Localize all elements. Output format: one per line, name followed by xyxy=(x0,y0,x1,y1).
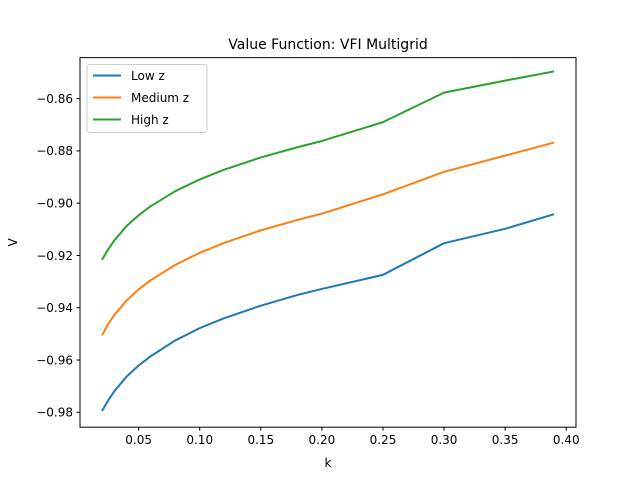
x-tick-label: 0.20 xyxy=(309,433,336,447)
x-axis-label: k xyxy=(325,456,332,470)
y-tick-label: −0.86 xyxy=(36,92,73,106)
y-tick-label: −0.88 xyxy=(36,144,73,158)
x-tick-label: 0.05 xyxy=(125,433,152,447)
legend-label-0: Low z xyxy=(131,69,165,83)
y-tick-label: −0.94 xyxy=(36,301,73,315)
y-axis: −0.98 −0.96 −0.94 −0.92 −0.90 −0.88 −0.86 xyxy=(36,92,80,420)
series-line-0 xyxy=(101,213,555,412)
y-tick-label: −0.90 xyxy=(36,196,73,210)
x-tick-label: 0.15 xyxy=(247,433,274,447)
plot-frame xyxy=(79,57,577,428)
series-line-2 xyxy=(101,70,555,261)
x-tick-label: 0.35 xyxy=(492,433,519,447)
legend-box xyxy=(86,64,208,133)
series-layer xyxy=(101,70,555,412)
chart-title: Value Function: VFI Multigrid xyxy=(228,37,427,53)
x-tick-label: 0.10 xyxy=(186,433,213,447)
series-line-1 xyxy=(101,141,555,336)
x-tick-label: 0.30 xyxy=(431,433,458,447)
y-tick-label: −0.98 xyxy=(36,406,73,420)
y-axis-label: V xyxy=(6,238,20,247)
y-tick-label: −0.92 xyxy=(36,249,73,263)
legend: Low z Medium z High z xyxy=(86,64,208,133)
x-tick-label: 0.25 xyxy=(370,433,397,447)
legend-label-1: Medium z xyxy=(131,91,189,105)
y-tick-label: −0.96 xyxy=(36,353,73,367)
x-tick-label: 0.40 xyxy=(553,433,580,447)
x-axis: 0.05 0.10 0.15 0.20 0.25 0.30 0.35 0.40 xyxy=(125,427,580,447)
legend-label-2: High z xyxy=(131,113,169,127)
